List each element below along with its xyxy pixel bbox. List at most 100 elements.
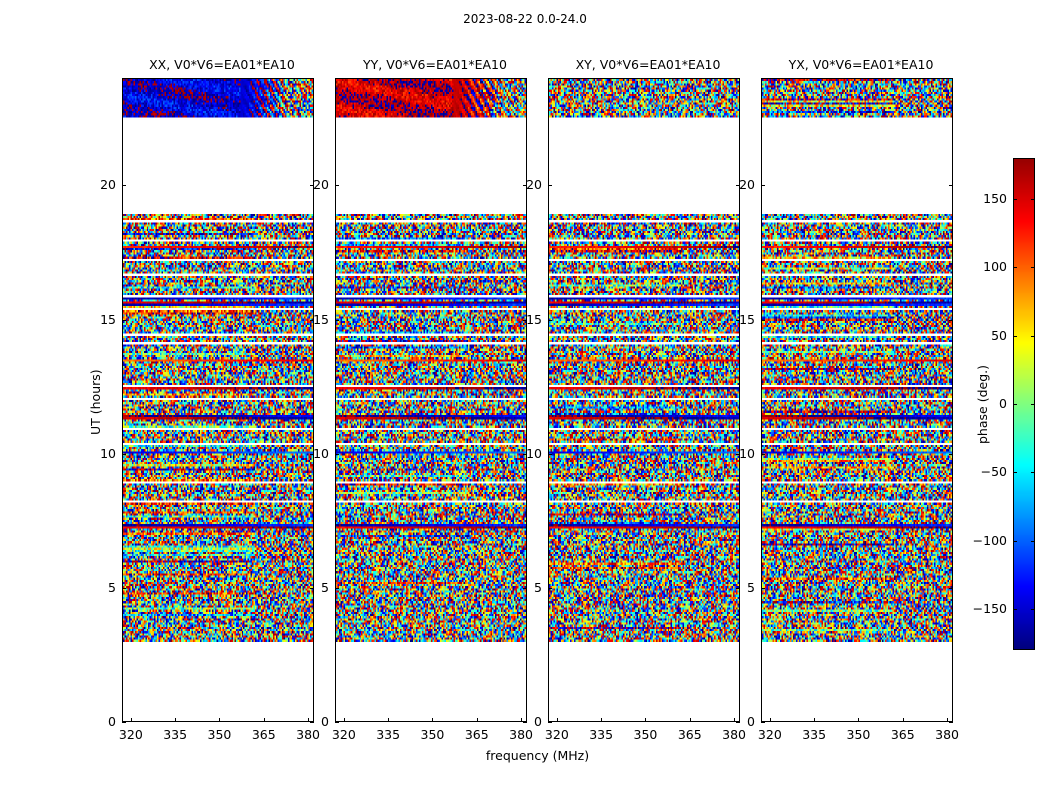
y-tick-mark bbox=[949, 320, 953, 321]
x-tick-label: 335 bbox=[589, 727, 614, 742]
panel-title-yy: YY, V0*V6=EA01*EA10 bbox=[363, 57, 507, 72]
x-tick-mark bbox=[131, 718, 132, 722]
y-tick-mark bbox=[335, 454, 339, 455]
colorbar-tick-label: 150 bbox=[983, 191, 1007, 206]
x-tick-label: 365 bbox=[677, 727, 702, 742]
colorbar-tick-mark bbox=[1013, 541, 1017, 542]
y-tick-label: 20 bbox=[313, 177, 329, 193]
x-tick-mark bbox=[432, 718, 433, 722]
x-tick-label: 380 bbox=[296, 727, 320, 742]
y-tick-mark bbox=[335, 320, 339, 321]
y-tick-label: 0 bbox=[747, 714, 755, 729]
x-tick-label: 365 bbox=[890, 727, 915, 742]
colorbar-tick-mark bbox=[1031, 267, 1035, 268]
y-tick-label: 10 bbox=[100, 445, 116, 461]
y-tick-mark bbox=[548, 588, 552, 589]
y-tick-mark bbox=[736, 320, 740, 321]
heatmap-canvas bbox=[336, 79, 526, 721]
y-tick-mark bbox=[548, 454, 552, 455]
y-tick-label: 5 bbox=[747, 579, 755, 595]
colorbar-tick-mark bbox=[1031, 336, 1035, 337]
y-tick-label: 0 bbox=[108, 714, 116, 729]
x-tick-label: 320 bbox=[544, 727, 569, 742]
colorbar-tick-mark bbox=[1013, 609, 1017, 610]
x-tick-mark bbox=[770, 718, 771, 722]
y-tick-mark bbox=[122, 185, 126, 186]
x-tick-label: 365 bbox=[251, 727, 276, 742]
x-tick-mark bbox=[219, 718, 220, 722]
y-tick-label: 15 bbox=[739, 311, 755, 327]
y-tick-label: 5 bbox=[108, 579, 116, 595]
x-tick-mark bbox=[858, 718, 859, 722]
colorbar-tick-mark bbox=[1013, 267, 1017, 268]
colorbar-tick-mark bbox=[1013, 336, 1017, 337]
y-tick-label: 15 bbox=[526, 311, 542, 327]
x-tick-label: 335 bbox=[802, 727, 827, 742]
y-tick-mark bbox=[122, 588, 126, 589]
y-tick-mark bbox=[523, 320, 527, 321]
x-tick-mark bbox=[690, 718, 691, 722]
x-tick-mark bbox=[645, 718, 646, 722]
y-tick-mark bbox=[523, 185, 527, 186]
panel-title-xx: XX, V0*V6=EA01*EA10 bbox=[149, 57, 295, 72]
x-tick-mark bbox=[175, 718, 176, 722]
heatmap-canvas bbox=[549, 79, 739, 721]
y-tick-mark bbox=[310, 185, 314, 186]
x-tick-mark bbox=[521, 718, 522, 722]
heatmap-panel-yx bbox=[761, 78, 953, 722]
y-tick-mark bbox=[761, 185, 765, 186]
colorbar-tick-label: 0 bbox=[999, 396, 1007, 411]
heatmap-canvas bbox=[762, 79, 952, 721]
x-tick-label: 380 bbox=[509, 727, 533, 742]
heatmap-panel-yy bbox=[335, 78, 527, 722]
x-tick-label: 335 bbox=[376, 727, 401, 742]
figure-suptitle: 2023-08-22 0.0-24.0 bbox=[463, 12, 587, 26]
y-tick-mark bbox=[736, 588, 740, 589]
y-tick-mark bbox=[122, 722, 126, 723]
x-tick-mark bbox=[557, 718, 558, 722]
y-tick-mark bbox=[335, 722, 339, 723]
colorbar-tick-mark bbox=[1031, 472, 1035, 473]
y-tick-mark bbox=[548, 185, 552, 186]
colorbar-tick-mark bbox=[1031, 404, 1035, 405]
x-tick-mark bbox=[344, 718, 345, 722]
colorbar-tick-label: 100 bbox=[983, 259, 1007, 275]
x-tick-label: 320 bbox=[757, 727, 782, 742]
y-tick-mark bbox=[949, 722, 953, 723]
x-tick-mark bbox=[903, 718, 904, 722]
colorbar-tick-mark bbox=[1013, 472, 1017, 473]
y-tick-mark bbox=[523, 588, 527, 589]
x-tick-label: 365 bbox=[464, 727, 489, 742]
y-tick-mark bbox=[949, 588, 953, 589]
y-tick-mark bbox=[761, 722, 765, 723]
colorbar-tick-label: 50 bbox=[991, 327, 1007, 343]
colorbar-tick-mark bbox=[1031, 199, 1035, 200]
panel-title-yx: YX, V0*V6=EA01*EA10 bbox=[788, 57, 934, 72]
y-tick-mark bbox=[523, 454, 527, 455]
y-tick-label: 20 bbox=[526, 177, 542, 193]
y-tick-label: 5 bbox=[321, 579, 329, 595]
x-tick-label: 350 bbox=[846, 727, 871, 742]
colorbar-tick-mark bbox=[1013, 404, 1017, 405]
y-tick-label: 0 bbox=[321, 714, 329, 729]
y-tick-label: 15 bbox=[100, 311, 116, 327]
y-tick-mark bbox=[761, 454, 765, 455]
y-tick-label: 20 bbox=[100, 177, 116, 193]
y-tick-label: 10 bbox=[526, 445, 542, 461]
y-tick-mark bbox=[736, 185, 740, 186]
panel-title-xy: XY, V0*V6=EA01*EA10 bbox=[575, 57, 721, 72]
y-tick-label: 15 bbox=[313, 311, 329, 327]
y-tick-mark bbox=[335, 588, 339, 589]
y-tick-mark bbox=[310, 722, 314, 723]
x-tick-label: 320 bbox=[118, 727, 143, 742]
x-tick-label: 380 bbox=[722, 727, 746, 742]
x-tick-label: 320 bbox=[331, 727, 356, 742]
y-tick-mark bbox=[548, 320, 552, 321]
x-tick-label: 350 bbox=[207, 727, 232, 742]
x-tick-mark bbox=[477, 718, 478, 722]
y-tick-mark bbox=[736, 454, 740, 455]
x-tick-mark bbox=[264, 718, 265, 722]
y-tick-mark bbox=[310, 454, 314, 455]
y-tick-mark bbox=[310, 320, 314, 321]
